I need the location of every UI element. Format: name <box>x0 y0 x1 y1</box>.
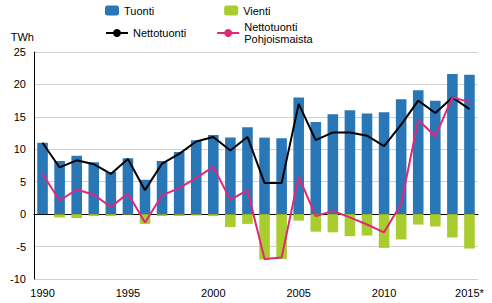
svg-text:2000: 2000 <box>201 287 225 299</box>
svg-text:2010: 2010 <box>372 287 396 299</box>
svg-text:10: 10 <box>14 143 26 155</box>
svg-text:-5: -5 <box>16 241 26 253</box>
svg-text:2005: 2005 <box>286 287 310 299</box>
svg-text:1990: 1990 <box>30 287 54 299</box>
svg-text:-10: -10 <box>10 273 26 285</box>
svg-text:Tuonti: Tuonti <box>124 5 154 17</box>
svg-text:TWh: TWh <box>11 31 34 43</box>
svg-text:Pohjoismaista: Pohjoismaista <box>244 33 313 45</box>
svg-text:1995: 1995 <box>116 287 140 299</box>
svg-text:Nettotuonti: Nettotuonti <box>133 27 186 39</box>
svg-text:2015*: 2015* <box>455 287 484 299</box>
svg-text:0: 0 <box>20 208 26 220</box>
svg-text:15: 15 <box>14 111 26 123</box>
svg-text:20: 20 <box>14 78 26 90</box>
svg-text:Nettotuonti: Nettotuonti <box>244 21 297 33</box>
svg-text:25: 25 <box>14 46 26 58</box>
svg-text:5: 5 <box>20 176 26 188</box>
svg-text:Vienti: Vienti <box>243 5 270 17</box>
